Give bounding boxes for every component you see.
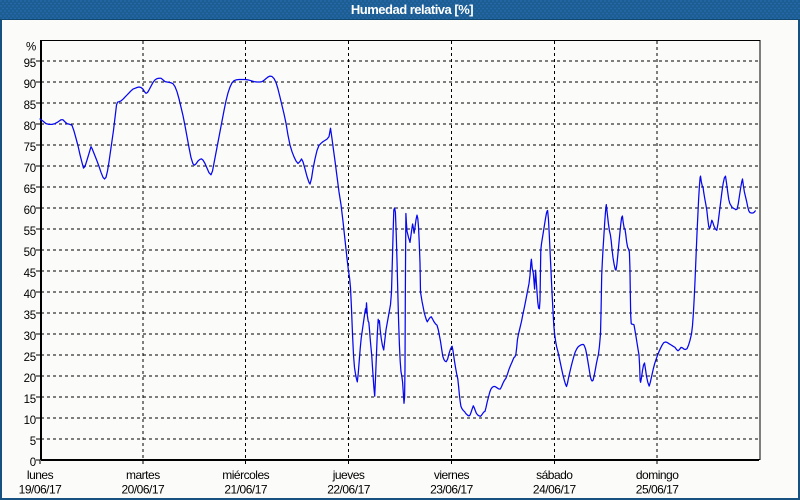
svg-text:21/06/17: 21/06/17	[224, 483, 268, 497]
svg-text:25/06/17: 25/06/17	[636, 483, 680, 497]
svg-text:viernes: viernes	[434, 468, 470, 482]
svg-text:50: 50	[24, 247, 36, 259]
svg-text:80: 80	[24, 121, 36, 133]
svg-text:35: 35	[24, 310, 36, 322]
svg-text:martes: martes	[126, 468, 160, 482]
svg-text:15: 15	[24, 394, 36, 406]
svg-text:25: 25	[24, 352, 36, 364]
svg-text:5: 5	[30, 436, 36, 448]
svg-text:30: 30	[24, 331, 36, 343]
svg-text:0: 0	[30, 457, 36, 469]
svg-text:24/06/17: 24/06/17	[533, 483, 577, 497]
svg-text:75: 75	[24, 142, 36, 154]
svg-text:20/06/17: 20/06/17	[122, 483, 166, 497]
svg-text:20: 20	[24, 373, 36, 385]
svg-text:22/06/17: 22/06/17	[327, 483, 371, 497]
svg-text:65: 65	[24, 184, 36, 196]
svg-text:lunes: lunes	[27, 468, 54, 482]
svg-text:60: 60	[24, 205, 36, 217]
svg-text:10: 10	[24, 415, 36, 427]
svg-text:45: 45	[24, 268, 36, 280]
svg-text:%: %	[26, 41, 36, 53]
svg-text:55: 55	[24, 226, 36, 238]
svg-text:miércoles: miércoles	[222, 468, 269, 482]
svg-text:90: 90	[24, 79, 36, 91]
svg-text:23/06/17: 23/06/17	[430, 483, 474, 497]
svg-text:40: 40	[24, 289, 36, 301]
svg-text:70: 70	[24, 163, 36, 175]
svg-text:85: 85	[24, 100, 36, 112]
svg-text:jueves: jueves	[332, 468, 365, 482]
svg-text:95: 95	[24, 58, 36, 70]
svg-text:sábado: sábado	[536, 468, 573, 482]
svg-text:19/06/17: 19/06/17	[19, 483, 63, 497]
svg-text:domingo: domingo	[636, 468, 679, 482]
